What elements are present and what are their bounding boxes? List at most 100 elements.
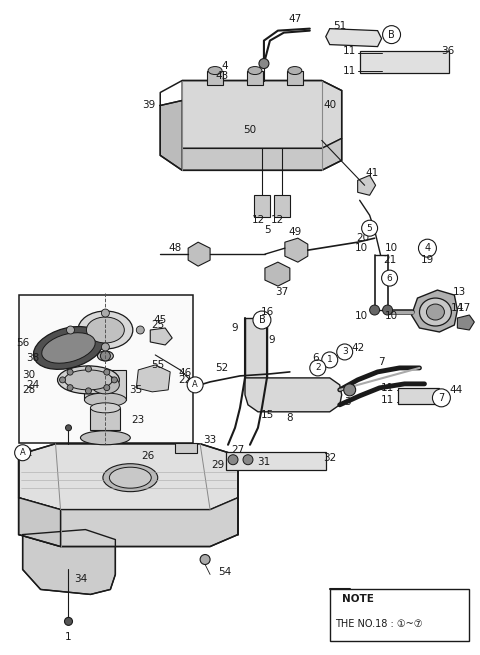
Ellipse shape xyxy=(42,333,95,364)
Bar xyxy=(175,443,197,453)
Bar xyxy=(207,71,223,84)
Bar xyxy=(254,195,270,217)
Text: 30: 30 xyxy=(22,370,35,380)
Text: 47: 47 xyxy=(288,14,301,24)
Text: 7: 7 xyxy=(438,393,444,403)
Polygon shape xyxy=(160,100,182,170)
Circle shape xyxy=(15,445,31,460)
Circle shape xyxy=(253,311,271,329)
Text: 41: 41 xyxy=(365,168,378,178)
Bar xyxy=(274,195,290,217)
Circle shape xyxy=(101,309,109,317)
Text: 3: 3 xyxy=(344,397,351,407)
Polygon shape xyxy=(136,365,170,392)
Text: 13: 13 xyxy=(453,287,466,297)
Circle shape xyxy=(67,384,73,390)
Ellipse shape xyxy=(288,67,302,75)
Text: 9: 9 xyxy=(269,335,275,345)
Bar xyxy=(330,590,469,641)
Text: B: B xyxy=(388,29,395,39)
Circle shape xyxy=(200,555,210,565)
Circle shape xyxy=(344,384,356,396)
Ellipse shape xyxy=(208,67,222,75)
Ellipse shape xyxy=(58,366,120,394)
Ellipse shape xyxy=(34,327,104,369)
Text: 12: 12 xyxy=(271,215,285,225)
Circle shape xyxy=(104,384,110,390)
Text: 1: 1 xyxy=(65,632,72,643)
Text: 39: 39 xyxy=(142,100,155,111)
Text: 34: 34 xyxy=(74,574,87,584)
Text: 15: 15 xyxy=(261,410,275,420)
Polygon shape xyxy=(19,443,238,510)
Bar xyxy=(245,318,267,378)
Text: 19: 19 xyxy=(421,255,434,265)
Ellipse shape xyxy=(109,467,151,488)
Circle shape xyxy=(67,369,73,375)
Circle shape xyxy=(100,351,110,361)
Text: 48: 48 xyxy=(169,243,182,253)
Text: 21: 21 xyxy=(383,255,396,265)
Text: 11: 11 xyxy=(342,46,356,56)
Text: 3: 3 xyxy=(342,347,348,356)
Text: 54: 54 xyxy=(218,567,232,578)
Text: 22: 22 xyxy=(179,375,192,385)
Polygon shape xyxy=(265,262,290,286)
Text: 23: 23 xyxy=(132,415,145,425)
Circle shape xyxy=(136,326,144,334)
Text: 33: 33 xyxy=(204,435,216,445)
Bar xyxy=(397,388,439,404)
Bar xyxy=(247,71,263,84)
Bar xyxy=(90,408,120,430)
Text: 14: 14 xyxy=(451,303,464,313)
Circle shape xyxy=(60,377,65,383)
Text: A: A xyxy=(192,381,198,389)
Polygon shape xyxy=(182,81,342,149)
Text: 16: 16 xyxy=(261,307,275,317)
Bar xyxy=(19,295,193,443)
Text: 46: 46 xyxy=(179,368,192,378)
Text: 11: 11 xyxy=(381,395,395,405)
Ellipse shape xyxy=(84,370,126,400)
Polygon shape xyxy=(188,242,210,266)
Polygon shape xyxy=(285,238,308,262)
Bar xyxy=(226,452,326,470)
Text: 7: 7 xyxy=(378,357,385,367)
Text: B: B xyxy=(259,315,265,325)
Text: 55: 55 xyxy=(152,360,165,370)
Text: 10: 10 xyxy=(355,311,368,321)
Text: 17: 17 xyxy=(458,303,471,313)
Circle shape xyxy=(101,343,109,351)
Text: 10: 10 xyxy=(385,311,398,321)
Text: 53: 53 xyxy=(361,225,374,235)
Text: 12: 12 xyxy=(252,215,264,225)
Text: 11: 11 xyxy=(342,66,356,75)
Polygon shape xyxy=(19,498,238,546)
Text: 35: 35 xyxy=(129,385,142,395)
Ellipse shape xyxy=(426,304,444,320)
Circle shape xyxy=(85,366,91,372)
Circle shape xyxy=(322,352,338,368)
Circle shape xyxy=(187,377,203,393)
Circle shape xyxy=(85,388,91,394)
Text: 56: 56 xyxy=(16,338,29,348)
Text: 52: 52 xyxy=(216,363,228,373)
Circle shape xyxy=(432,389,450,407)
Text: 38: 38 xyxy=(26,353,39,363)
Text: 1: 1 xyxy=(327,356,333,364)
Circle shape xyxy=(243,455,253,464)
Text: 37: 37 xyxy=(275,287,288,297)
Circle shape xyxy=(370,305,380,315)
Text: 10: 10 xyxy=(385,243,398,253)
Bar xyxy=(360,50,449,73)
Circle shape xyxy=(310,360,326,376)
Ellipse shape xyxy=(97,351,113,361)
Text: 45: 45 xyxy=(154,315,167,325)
Polygon shape xyxy=(150,328,172,345)
Text: A: A xyxy=(20,448,25,457)
Text: 26: 26 xyxy=(142,451,155,460)
Polygon shape xyxy=(182,138,342,170)
Circle shape xyxy=(104,369,110,375)
Polygon shape xyxy=(19,455,60,546)
Ellipse shape xyxy=(420,298,451,326)
